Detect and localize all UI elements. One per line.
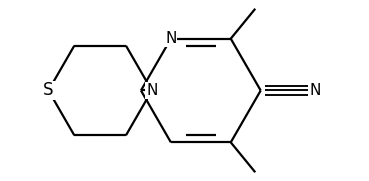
Text: N: N bbox=[310, 83, 321, 98]
Text: N: N bbox=[165, 31, 177, 46]
Text: S: S bbox=[43, 81, 54, 100]
Text: N: N bbox=[146, 83, 158, 98]
